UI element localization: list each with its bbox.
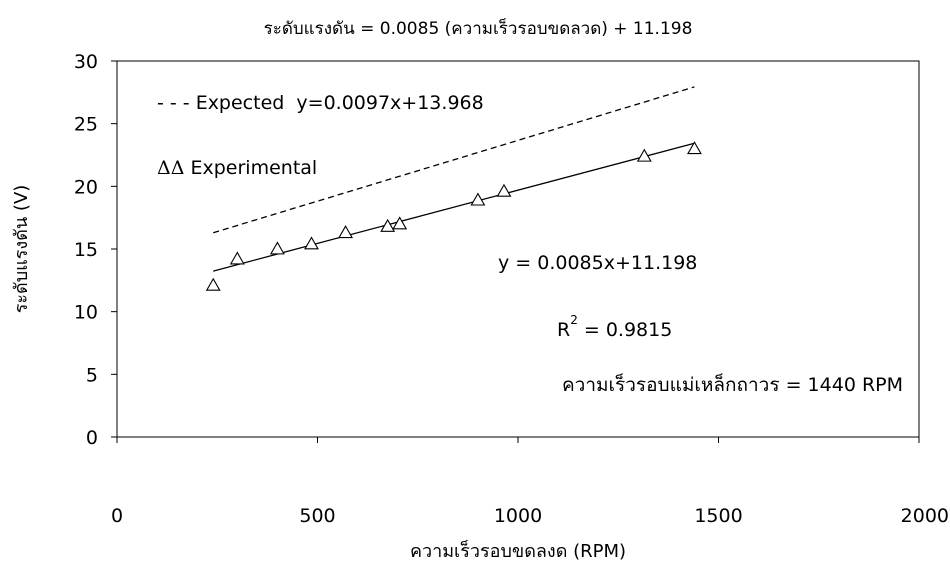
x-axis: 0 500 1000 1500 2000	[111, 437, 949, 527]
legend-expected-dash: - - -	[157, 92, 196, 114]
y-axis-label: ระดับแรงดัน (V)	[11, 185, 32, 314]
r-squared: R2 = 0.9815	[557, 313, 672, 341]
x-tick-label: 0	[111, 505, 123, 527]
x-tick-label: 1000	[494, 505, 542, 527]
y-axis: 0 5 10 15 20 25 30	[74, 51, 117, 449]
chart-title: ระดับแรงดัน = 0.0085 (ความเร็วรอบขดลวด) …	[264, 17, 693, 39]
data-point	[496, 183, 512, 197]
data-point	[470, 192, 486, 206]
data-point	[229, 251, 245, 265]
r-squared-prefix: R	[557, 319, 570, 341]
legend-expected: - - - Expected y=0.0097x+13.968	[157, 92, 484, 114]
data-point	[338, 225, 354, 239]
data-point	[380, 218, 396, 232]
legend-experimental-symbol: ΔΔ	[157, 157, 184, 179]
y-tick-label: 10	[74, 302, 98, 324]
rpm-note: ความเร็วรอบแม่เหล็กถาวร = 1440 RPM	[562, 372, 903, 396]
data-point	[686, 141, 702, 155]
r-squared-value: = 0.9815	[578, 319, 672, 341]
legend-expected-label: Expected y=0.0097x+13.968	[196, 92, 484, 114]
fit-equation: y = 0.0085x+11.198	[498, 252, 697, 274]
y-tick-label: 30	[74, 51, 98, 73]
experimental-trendline	[213, 142, 695, 272]
x-tick-label: 1500	[694, 505, 742, 527]
y-tick-label: 25	[74, 114, 98, 136]
expected-trendline	[213, 86, 695, 234]
legend-experimental: ΔΔ Experimental	[157, 157, 317, 179]
data-point	[304, 236, 319, 250]
y-tick-label: 15	[74, 239, 98, 261]
x-tick-label: 2000	[901, 505, 949, 527]
y-tick-label: 20	[74, 176, 98, 198]
y-tick-label: 5	[86, 364, 98, 386]
data-point	[392, 216, 408, 230]
y-tick-label: 0	[86, 427, 98, 449]
data-point	[636, 148, 652, 162]
data-point	[269, 241, 285, 255]
x-tick-label: 500	[299, 505, 335, 527]
data-point	[205, 277, 221, 291]
legend-experimental-label: Experimental	[184, 157, 317, 179]
x-axis-label: ความเร็วรอบขดลงด (RPM)	[410, 539, 626, 562]
data-points	[205, 141, 702, 291]
r-squared-exponent: 2	[570, 313, 578, 327]
trendlines	[213, 86, 695, 272]
